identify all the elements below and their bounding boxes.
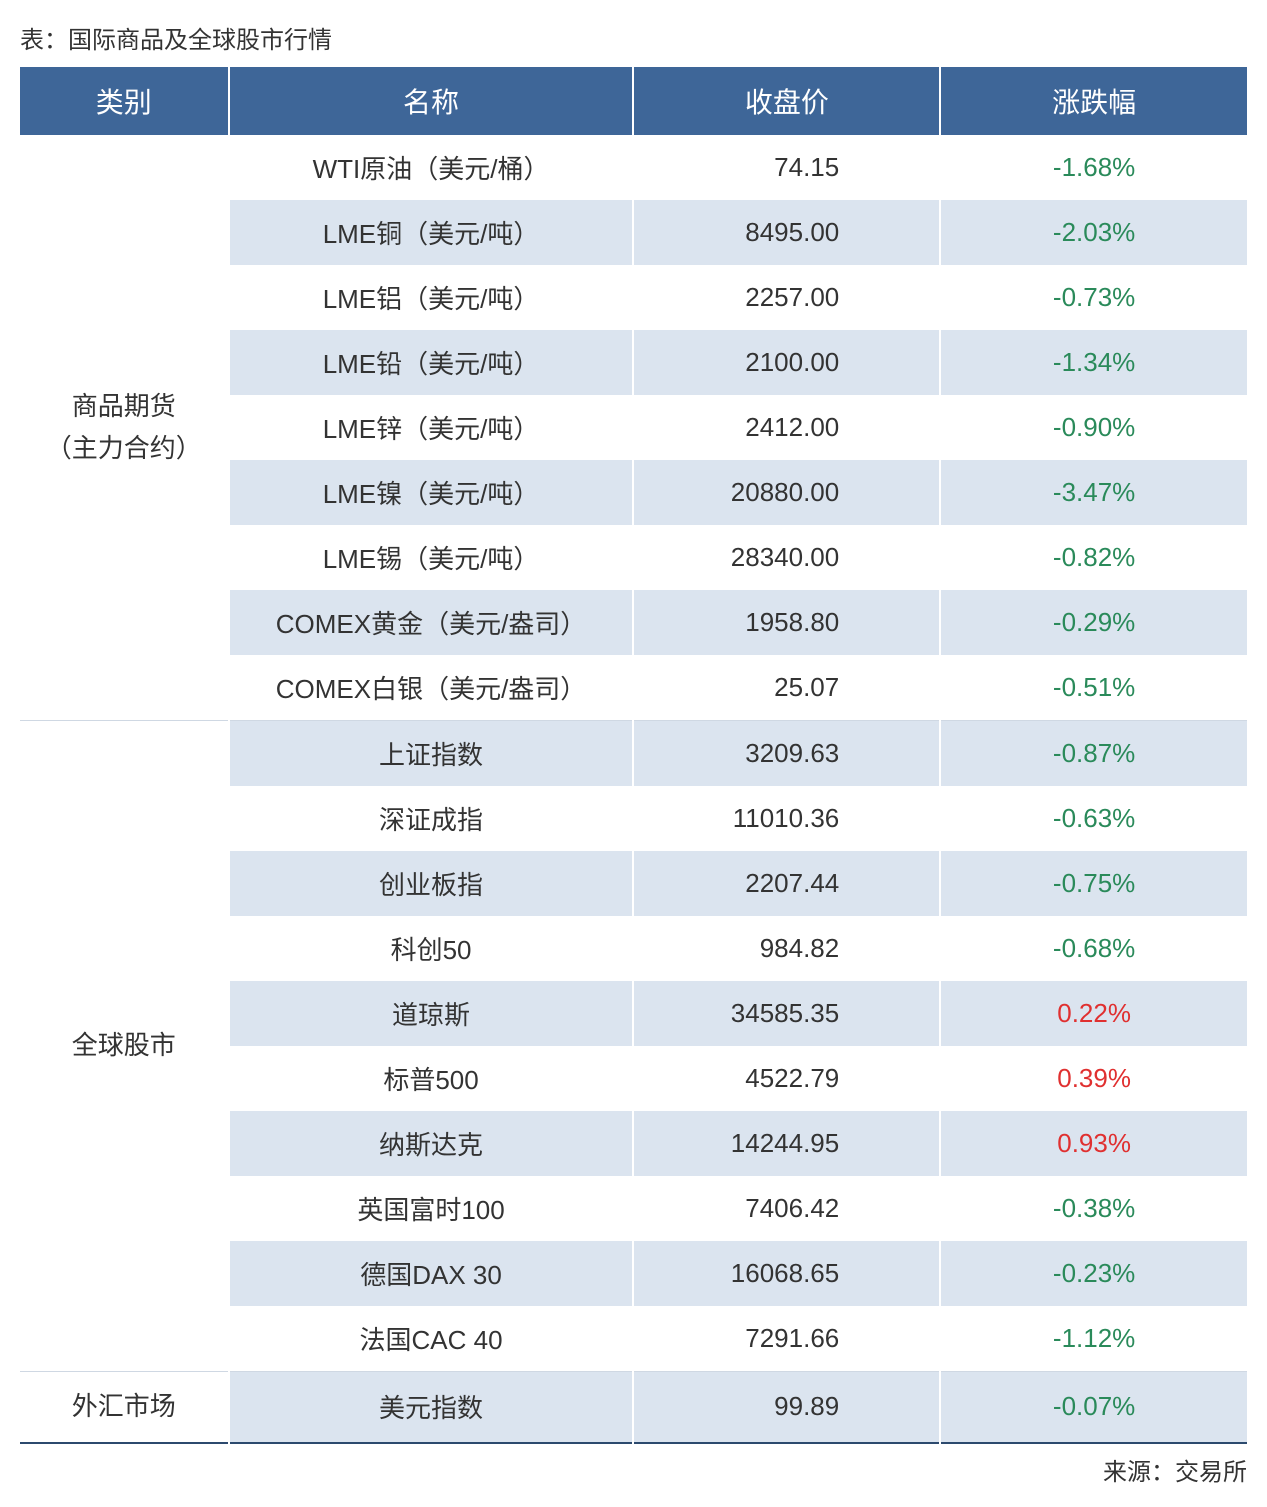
- change-cell: -0.07%: [940, 1372, 1247, 1443]
- change-cell: -0.82%: [940, 525, 1247, 590]
- price-cell: 16068.65: [633, 1241, 940, 1306]
- price-cell: 3209.63: [633, 721, 940, 787]
- name-cell: LME锡（美元/吨）: [229, 525, 634, 590]
- col-header-category: 类别: [20, 67, 229, 135]
- change-cell: 0.93%: [940, 1111, 1247, 1176]
- change-cell: 0.39%: [940, 1046, 1247, 1111]
- market-table: 类别 名称 收盘价 涨跌幅 商品期货（主力合约）WTI原油（美元/桶）74.15…: [20, 67, 1247, 1444]
- name-cell: COMEX黄金（美元/盎司）: [229, 590, 634, 655]
- price-cell: 4522.79: [633, 1046, 940, 1111]
- change-cell: -0.29%: [940, 590, 1247, 655]
- name-cell: 科创50: [229, 916, 634, 981]
- name-cell: 纳斯达克: [229, 1111, 634, 1176]
- price-cell: 11010.36: [633, 786, 940, 851]
- price-cell: 2412.00: [633, 395, 940, 460]
- price-cell: 1958.80: [633, 590, 940, 655]
- price-cell: 99.89: [633, 1372, 940, 1443]
- name-cell: COMEX白银（美元/盎司）: [229, 655, 634, 721]
- change-cell: -3.47%: [940, 460, 1247, 525]
- change-cell: -2.03%: [940, 200, 1247, 265]
- table-row: 外汇市场美元指数99.89-0.07%: [20, 1372, 1247, 1443]
- name-cell: 法国CAC 40: [229, 1306, 634, 1372]
- price-cell: 25.07: [633, 655, 940, 721]
- change-cell: -0.38%: [940, 1176, 1247, 1241]
- table-footer: 来源：交易所: [20, 1452, 1247, 1487]
- table-body: 商品期货（主力合约）WTI原油（美元/桶）74.15-1.68%LME铜（美元/…: [20, 135, 1247, 1443]
- col-header-price: 收盘价: [633, 67, 940, 135]
- change-cell: -0.51%: [940, 655, 1247, 721]
- category-cell: 外汇市场: [20, 1372, 229, 1443]
- change-cell: 0.22%: [940, 981, 1247, 1046]
- col-header-change: 涨跌幅: [940, 67, 1247, 135]
- change-cell: -1.34%: [940, 330, 1247, 395]
- change-cell: -1.12%: [940, 1306, 1247, 1372]
- price-cell: 2257.00: [633, 265, 940, 330]
- price-cell: 984.82: [633, 916, 940, 981]
- name-cell: WTI原油（美元/桶）: [229, 135, 634, 200]
- name-cell: LME锌（美元/吨）: [229, 395, 634, 460]
- name-cell: 创业板指: [229, 851, 634, 916]
- price-cell: 8495.00: [633, 200, 940, 265]
- change-cell: -0.87%: [940, 721, 1247, 787]
- price-cell: 20880.00: [633, 460, 940, 525]
- price-cell: 2100.00: [633, 330, 940, 395]
- change-cell: -0.73%: [940, 265, 1247, 330]
- name-cell: LME镍（美元/吨）: [229, 460, 634, 525]
- price-cell: 74.15: [633, 135, 940, 200]
- change-cell: -0.68%: [940, 916, 1247, 981]
- col-header-name: 名称: [229, 67, 634, 135]
- name-cell: 标普500: [229, 1046, 634, 1111]
- price-cell: 2207.44: [633, 851, 940, 916]
- name-cell: 美元指数: [229, 1372, 634, 1443]
- name-cell: LME铜（美元/吨）: [229, 200, 634, 265]
- name-cell: 英国富时100: [229, 1176, 634, 1241]
- price-cell: 14244.95: [633, 1111, 940, 1176]
- name-cell: 德国DAX 30: [229, 1241, 634, 1306]
- change-cell: -0.63%: [940, 786, 1247, 851]
- price-cell: 34585.35: [633, 981, 940, 1046]
- price-cell: 7291.66: [633, 1306, 940, 1372]
- category-cell: 全球股市: [20, 721, 229, 1372]
- price-cell: 28340.00: [633, 525, 940, 590]
- table-row: 商品期货（主力合约）WTI原油（美元/桶）74.15-1.68%: [20, 135, 1247, 200]
- name-cell: 道琼斯: [229, 981, 634, 1046]
- price-cell: 7406.42: [633, 1176, 940, 1241]
- change-cell: -0.75%: [940, 851, 1247, 916]
- name-cell: 上证指数: [229, 721, 634, 787]
- name-cell: LME铅（美元/吨）: [229, 330, 634, 395]
- change-cell: -1.68%: [940, 135, 1247, 200]
- change-cell: -0.23%: [940, 1241, 1247, 1306]
- category-cell: 商品期货（主力合约）: [20, 135, 229, 721]
- table-row: 全球股市上证指数3209.63-0.87%: [20, 721, 1247, 787]
- name-cell: 深证成指: [229, 786, 634, 851]
- table-header-row: 类别 名称 收盘价 涨跌幅: [20, 67, 1247, 135]
- name-cell: LME铝（美元/吨）: [229, 265, 634, 330]
- table-title: 表：国际商品及全球股市行情: [20, 20, 1247, 55]
- change-cell: -0.90%: [940, 395, 1247, 460]
